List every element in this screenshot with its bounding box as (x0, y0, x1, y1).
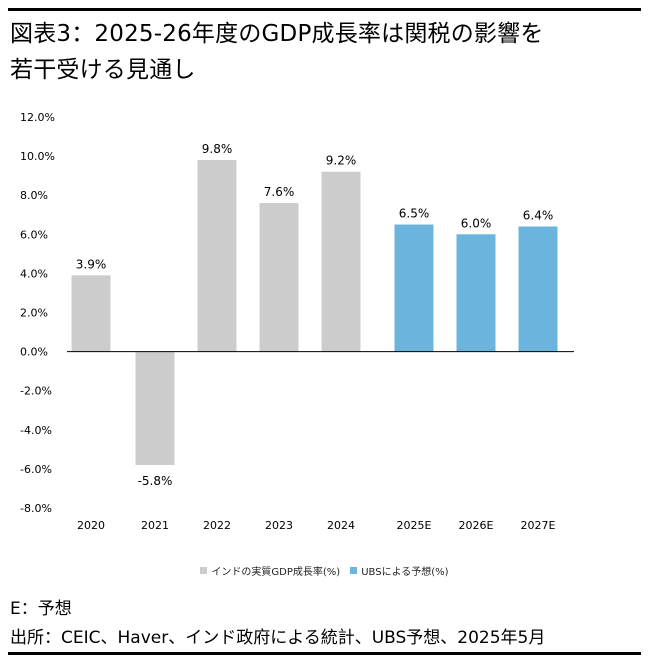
chart-title: 図表3：2025-26年度のGDP成長率は関税の影響を 若干受ける見通し (10, 16, 640, 88)
y-tick-label: 10.0% (20, 150, 55, 163)
bar-2026E (456, 234, 496, 352)
legend-label-forecast: UBSによる予想(%) (361, 567, 449, 578)
data-label: 3.9% (76, 257, 107, 271)
legend-item-forecast: UBSによる予想(%) (350, 563, 449, 578)
x-tick-label: 2022 (203, 519, 231, 532)
title-line-2: 若干受ける見通し (10, 57, 196, 83)
bar-2024 (321, 171, 361, 352)
bar-2025E (394, 224, 434, 352)
x-tick-label: 2025E (397, 519, 432, 532)
data-label: 6.4% (523, 208, 554, 222)
data-label: 9.2% (326, 154, 357, 168)
x-tick-label: 2021 (141, 519, 169, 532)
bar-chart: 12.0% 10.0% 8.0% 6.0% 4.0% 2.0% 0.0% -2.0% -4.0%… (20, 111, 574, 532)
legend-swatch-forecast (350, 567, 358, 574)
data-label: 9.8% (202, 142, 233, 156)
y-tick-label: 8.0% (20, 189, 48, 202)
y-tick-label: 2.0% (20, 307, 48, 320)
bottom-rule (8, 652, 641, 655)
bar-2022 (197, 160, 237, 352)
top-rule (8, 8, 641, 11)
x-tick-label: 2023 (265, 519, 293, 532)
y-tick-label: -8.0% (20, 502, 52, 515)
x-tick-label: 2026E (459, 519, 494, 532)
source-note: 出所：CEIC、Haver、インド政府による統計、UBS予想、2025年5月 (10, 628, 546, 648)
y-tick-label: -4.0% (20, 424, 52, 437)
legend-item-actual: インドの実質GDP成長率(%) (200, 563, 340, 578)
y-tick-label: -6.0% (20, 463, 52, 476)
legend: インドの実質GDP成長率(%) UBSによる予想(%) (0, 563, 649, 578)
x-tick-label: 2020 (77, 519, 105, 532)
data-label: 6.5% (399, 207, 430, 221)
y-tick-label: 6.0% (20, 228, 48, 241)
title-line-1: 図表3：2025-26年度のGDP成長率は関税の影響を (10, 21, 544, 47)
x-tick-label: 2024 (327, 519, 355, 532)
y-tick-label: 0.0% (20, 346, 48, 359)
data-label: 6.0% (461, 216, 492, 230)
y-tick-label: 12.0% (20, 111, 55, 124)
data-label: 7.6% (264, 185, 295, 199)
forecast-note: E：予想 (10, 599, 72, 619)
bar-2020 (71, 275, 111, 352)
bar-2023 (259, 203, 299, 352)
data-label: -5.8% (138, 474, 173, 488)
bar-2021 (135, 351, 175, 465)
legend-swatch-actual (200, 567, 208, 574)
y-tick-label: 4.0% (20, 267, 48, 280)
x-tick-label: 2027E (521, 519, 556, 532)
y-tick-label: -2.0% (20, 385, 52, 398)
bar-2027E (518, 226, 558, 352)
legend-label-actual: インドの実質GDP成長率(%) (211, 567, 341, 578)
